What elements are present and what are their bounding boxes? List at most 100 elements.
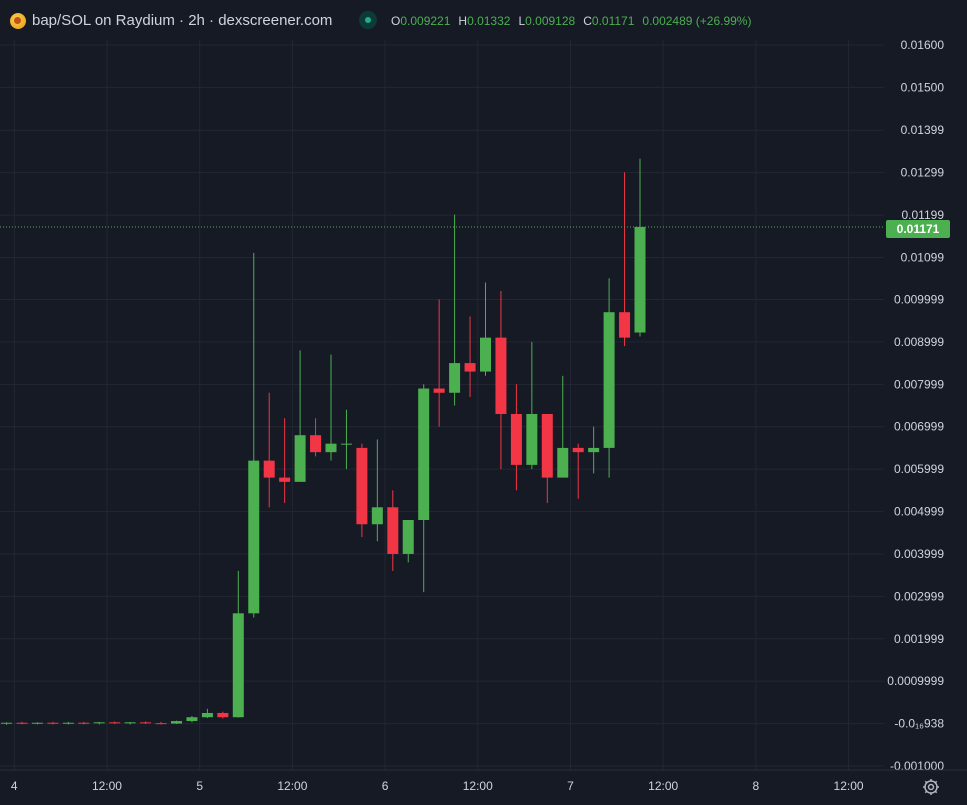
price-tick-label: -0.0₁₆938 [894, 717, 944, 731]
candle-body [449, 363, 461, 393]
time-tick-label: 6 [382, 779, 389, 793]
candle[interactable] [356, 443, 368, 537]
candle[interactable] [588, 426, 600, 474]
candle-body [171, 721, 182, 724]
candle[interactable] [603, 278, 615, 478]
candle-body [572, 447, 584, 453]
candle[interactable] [340, 409, 352, 470]
candle-body [47, 722, 59, 724]
candle[interactable] [510, 384, 522, 491]
candle-body [526, 413, 538, 465]
price-tick-label: 0.008999 [894, 335, 944, 349]
candle[interactable] [124, 721, 136, 725]
candle[interactable] [541, 413, 553, 504]
candle[interactable] [572, 443, 584, 499]
candle[interactable] [171, 720, 182, 725]
low-value: 0.009128 [525, 14, 576, 28]
candle[interactable] [186, 715, 198, 723]
candle[interactable] [480, 282, 491, 376]
close-label: C [583, 14, 592, 28]
candle-body [387, 507, 399, 554]
price-tick-label: 0.002999 [894, 589, 944, 603]
candle[interactable] [109, 721, 121, 725]
candle-body [634, 226, 646, 333]
candle-body [371, 507, 383, 525]
candle-body [217, 712, 229, 718]
open-value: 0.009221 [400, 14, 451, 28]
high-value: 0.01332 [467, 14, 511, 28]
candle[interactable] [433, 299, 445, 427]
candle-body [232, 613, 244, 718]
candle-body [155, 723, 167, 725]
candle[interactable] [418, 384, 430, 593]
candle-body [310, 435, 322, 453]
candle-body [541, 413, 553, 478]
candle-body [495, 337, 507, 414]
candle[interactable] [248, 252, 260, 618]
candle-body [140, 722, 152, 724]
candle[interactable] [62, 721, 74, 725]
candle[interactable] [495, 290, 507, 470]
candle[interactable] [16, 721, 28, 725]
price-tick-label: 0.01500 [901, 80, 945, 94]
candle[interactable] [294, 350, 306, 482]
candle[interactable] [279, 418, 291, 504]
candle-body [31, 722, 43, 724]
time-tick-label: 4 [11, 779, 18, 793]
price-tick-label: 0.01600 [901, 38, 945, 52]
candle[interactable] [93, 721, 105, 725]
price-tick-label: 0.01299 [901, 166, 945, 180]
price-tick-label: 0.003999 [894, 547, 944, 561]
price-tick-label: 0.005999 [894, 462, 944, 476]
time-tick-label: 8 [753, 779, 760, 793]
candle[interactable] [201, 708, 213, 719]
low-label: L [518, 14, 526, 28]
time-axis[interactable]: 4 12:00 5 12:00 6 12:00 7 12:00 8 12:00 [0, 769, 967, 793]
price-tick-label: 0.001999 [894, 632, 944, 646]
candle[interactable] [619, 172, 631, 347]
grid-lines [0, 40, 884, 770]
candle[interactable] [464, 316, 476, 398]
candle[interactable] [310, 418, 322, 457]
candle[interactable] [634, 158, 646, 337]
time-tick-label: 12:00 [834, 779, 864, 793]
candle[interactable] [402, 520, 414, 563]
candle[interactable] [449, 214, 461, 406]
candle-body [62, 722, 74, 724]
change-value: 0.002489 (+26.99%) [642, 14, 752, 28]
time-tick-label: 5 [196, 779, 203, 793]
price-tick-label: -0.001000 [890, 759, 944, 773]
time-tick-label: 12:00 [463, 779, 493, 793]
candle[interactable] [78, 721, 90, 725]
chart-header: bap/SOL on Raydium · 2h · dexscreener.co… [0, 0, 967, 40]
candle-body [78, 722, 90, 724]
candle[interactable] [1, 722, 13, 725]
price-tick-label: 0.01199 [902, 208, 945, 222]
symbol-title[interactable]: bap/SOL on Raydium · 2h · dexscreener.co… [32, 12, 333, 29]
candles [1, 158, 646, 725]
candle-body [263, 460, 275, 478]
candle[interactable] [155, 721, 167, 725]
settings-gear-icon[interactable] [921, 777, 941, 797]
candle[interactable] [557, 375, 569, 478]
time-tick-label: 12:00 [648, 779, 678, 793]
price-axis[interactable]: 0.01600 0.01500 0.01399 0.01299 0.01199 0.010… [887, 38, 944, 773]
time-tick-label: 12:00 [92, 779, 122, 793]
price-tick-label: 0.01099 [901, 250, 945, 264]
candle[interactable] [47, 721, 59, 725]
candle[interactable] [387, 490, 399, 571]
market-status-icon[interactable] [359, 11, 377, 29]
high-label: H [458, 14, 468, 28]
close-value: 0.01171 [591, 14, 635, 28]
candle-body [124, 722, 136, 724]
candle[interactable] [263, 392, 275, 508]
price-tick-label: 0.006999 [894, 420, 944, 434]
candle[interactable] [526, 341, 538, 470]
candle[interactable] [325, 354, 337, 461]
candle[interactable] [140, 721, 152, 725]
candle[interactable] [371, 439, 383, 542]
candle[interactable] [31, 722, 43, 725]
candle[interactable] [232, 570, 244, 718]
candle[interactable] [217, 711, 229, 719]
